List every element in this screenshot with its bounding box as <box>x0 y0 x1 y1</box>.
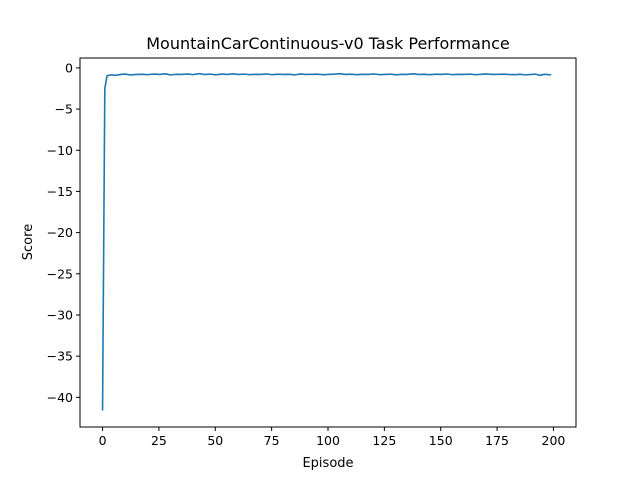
x-tick-label: 200 <box>542 433 566 448</box>
y-axis-label: Score <box>21 224 36 260</box>
chart-title: MountainCarContinuous-v0 Task Performanc… <box>146 34 510 53</box>
score-line <box>101 72 552 411</box>
y-tick-label: −20 <box>47 225 73 240</box>
x-tick-label: 25 <box>151 433 167 448</box>
x-axis-ticks: 0 25 50 75 100 125 150 175 200 <box>99 427 566 448</box>
y-tick-label: −15 <box>47 184 73 199</box>
x-tick-label: 175 <box>485 433 509 448</box>
x-tick-label: 0 <box>99 433 107 448</box>
y-tick-label: −5 <box>55 102 73 117</box>
x-tick-label: 50 <box>207 433 223 448</box>
x-tick-label: 150 <box>429 433 453 448</box>
y-tick-label: −10 <box>47 143 73 158</box>
axes-frame <box>79 57 577 428</box>
y-tick-label: −30 <box>47 307 73 322</box>
y-axis-ticks: 0 −5 −10 −15 −20 −25 −30 −35 −40 <box>47 60 80 405</box>
y-tick-label: 0 <box>65 60 73 75</box>
x-axis-label: Episode <box>302 456 353 471</box>
y-tick-label: −25 <box>47 266 73 281</box>
x-tick-label: 75 <box>264 433 280 448</box>
y-tick-label: −35 <box>47 349 73 364</box>
x-tick-label: 100 <box>316 433 340 448</box>
x-tick-label: 125 <box>372 433 396 448</box>
y-tick-label: −40 <box>47 390 73 405</box>
